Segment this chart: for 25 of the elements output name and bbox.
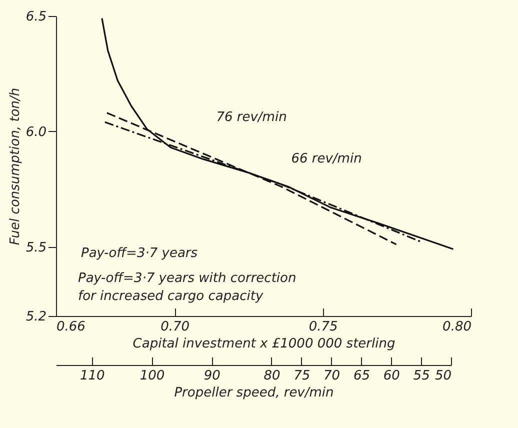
annotation: 66 rev/min (291, 151, 362, 166)
x2-tick-label: 75 (294, 368, 310, 384)
x2-axis-title: Propeller speed, rev/min (174, 386, 334, 400)
x-axis-title: Capital investment x £1000 000 sterling (132, 336, 396, 352)
x2-tick-label: 50 (434, 368, 452, 384)
y-tick-label: 6.0 (26, 124, 46, 140)
x2-tick-label: 60 (383, 368, 400, 384)
x2-tick-label: 80 (264, 368, 280, 384)
y-axis-title: Fuel consumption, ton/h (8, 88, 23, 246)
x2-tick-label: 100 (140, 368, 165, 384)
x2-tick-label: 90 (204, 368, 220, 384)
x-tick-label: 0.80 (442, 320, 472, 334)
x2-tick-label: 65 (353, 368, 370, 384)
annotation: 76 rev/min (216, 110, 287, 125)
x2-tick-label: 110 (80, 368, 105, 384)
annotation: Pay-off=3·7 years with correction for increased cargo capacity (78, 271, 296, 304)
y-tick-label: 5.2 (26, 310, 46, 324)
x2-tick-label: 70 (324, 368, 340, 384)
y-tick-label: 5.5 (26, 240, 46, 256)
annotation: Pay-off=3·7 years (81, 246, 198, 261)
x-tick-label: 0.75 (308, 320, 338, 334)
y-tick-label: 6.5 (26, 10, 46, 24)
x-tick-label: 0.70 (160, 320, 190, 334)
x2-tick-label: 55 (413, 368, 430, 384)
x-tick-label: 0.66 (56, 320, 86, 334)
